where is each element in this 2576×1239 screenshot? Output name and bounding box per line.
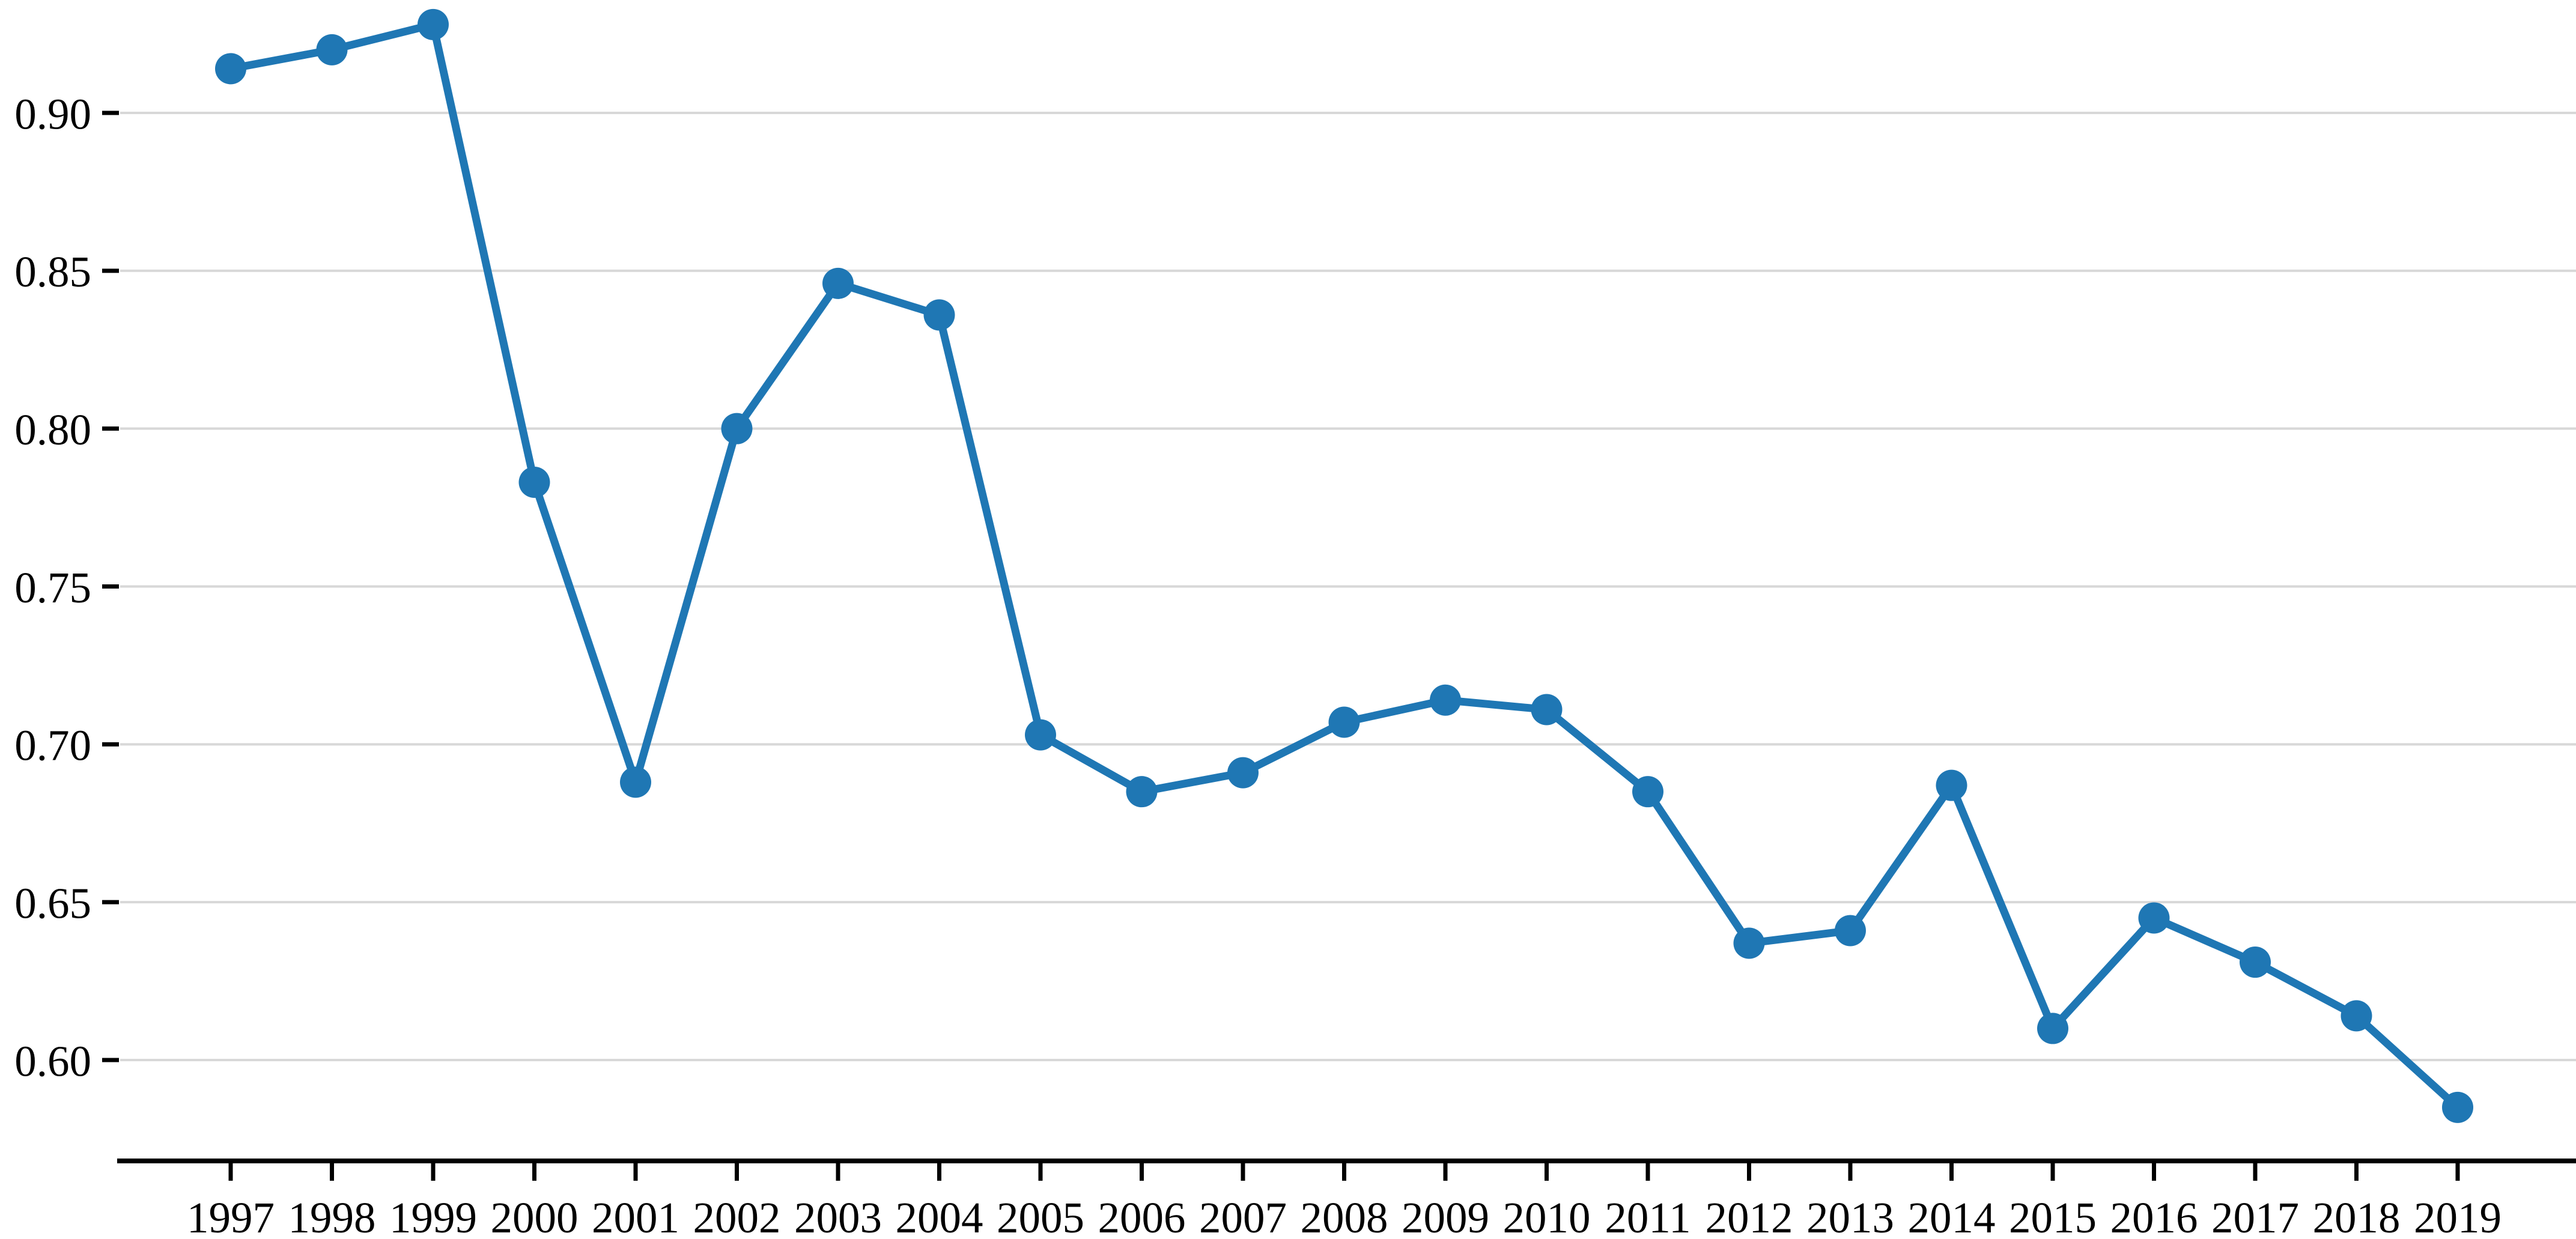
data-point-2011 bbox=[1632, 776, 1663, 808]
x-tick-label: 2005 bbox=[997, 1193, 1084, 1239]
x-tick-label: 2015 bbox=[2009, 1193, 2097, 1239]
x-tick-label: 2018 bbox=[2313, 1193, 2401, 1239]
x-tick-label: 2016 bbox=[2110, 1193, 2198, 1239]
data-point-2007 bbox=[1227, 757, 1259, 789]
y-tick-label: 0.75 bbox=[14, 563, 91, 612]
y-tick-label: 0.60 bbox=[14, 1037, 91, 1085]
x-tick-label: 2002 bbox=[693, 1193, 781, 1239]
data-point-1999 bbox=[418, 8, 449, 40]
data-point-2018 bbox=[2341, 1000, 2372, 1032]
data-point-1998 bbox=[316, 34, 348, 65]
x-tick-label: 2011 bbox=[1605, 1193, 1690, 1239]
x-tick-label: 2010 bbox=[1503, 1193, 1591, 1239]
data-point-2004 bbox=[923, 299, 955, 331]
x-tick-label: 2008 bbox=[1301, 1193, 1388, 1239]
x-tick-label: 1997 bbox=[187, 1193, 275, 1239]
data-point-2005 bbox=[1025, 719, 1056, 751]
data-point-2012 bbox=[1733, 927, 1765, 959]
data-point-2002 bbox=[721, 413, 753, 444]
x-tick-label: 2001 bbox=[592, 1193, 679, 1239]
data-point-2013 bbox=[1835, 915, 1866, 947]
x-tick-label: 2009 bbox=[1402, 1193, 1489, 1239]
y-tick-label: 0.85 bbox=[14, 247, 91, 296]
data-point-2006 bbox=[1126, 776, 1158, 808]
x-tick-label: 2013 bbox=[1806, 1193, 1894, 1239]
x-tick-label: 2019 bbox=[2414, 1193, 2502, 1239]
data-point-2008 bbox=[1328, 706, 1360, 738]
x-tick-label: 2017 bbox=[2211, 1193, 2299, 1239]
data-point-2009 bbox=[1430, 684, 1461, 716]
x-tick-label: 2007 bbox=[1199, 1193, 1287, 1239]
data-point-2010 bbox=[1531, 694, 1563, 726]
data-point-2003 bbox=[822, 267, 854, 299]
x-tick-label: 2012 bbox=[1706, 1193, 1793, 1239]
x-tick-label: 1999 bbox=[389, 1193, 477, 1239]
data-point-1997 bbox=[215, 53, 246, 85]
y-tick-label: 0.70 bbox=[14, 721, 91, 770]
x-tick-label: 2004 bbox=[896, 1193, 983, 1239]
series-line bbox=[226, 20, 2462, 1112]
data-point-2014 bbox=[1936, 769, 1967, 801]
data-point-2017 bbox=[2240, 947, 2271, 978]
x-tick-label: 2006 bbox=[1098, 1193, 1186, 1239]
data-point-2015 bbox=[2037, 1013, 2068, 1044]
data-point-2000 bbox=[518, 467, 550, 498]
x-tick-label: 2000 bbox=[491, 1193, 579, 1239]
x-tick-label: 1998 bbox=[288, 1193, 376, 1239]
y-tick-label: 0.90 bbox=[14, 89, 91, 138]
y-tick-label: 0.80 bbox=[14, 405, 91, 454]
data-point-2016 bbox=[2138, 902, 2170, 934]
y-tick-label: 0.65 bbox=[14, 879, 91, 927]
data-point-2019 bbox=[2442, 1091, 2473, 1123]
x-tick-label: 2003 bbox=[794, 1193, 882, 1239]
data-point-2001 bbox=[620, 766, 651, 798]
x-tick-label: 2014 bbox=[1908, 1193, 1996, 1239]
